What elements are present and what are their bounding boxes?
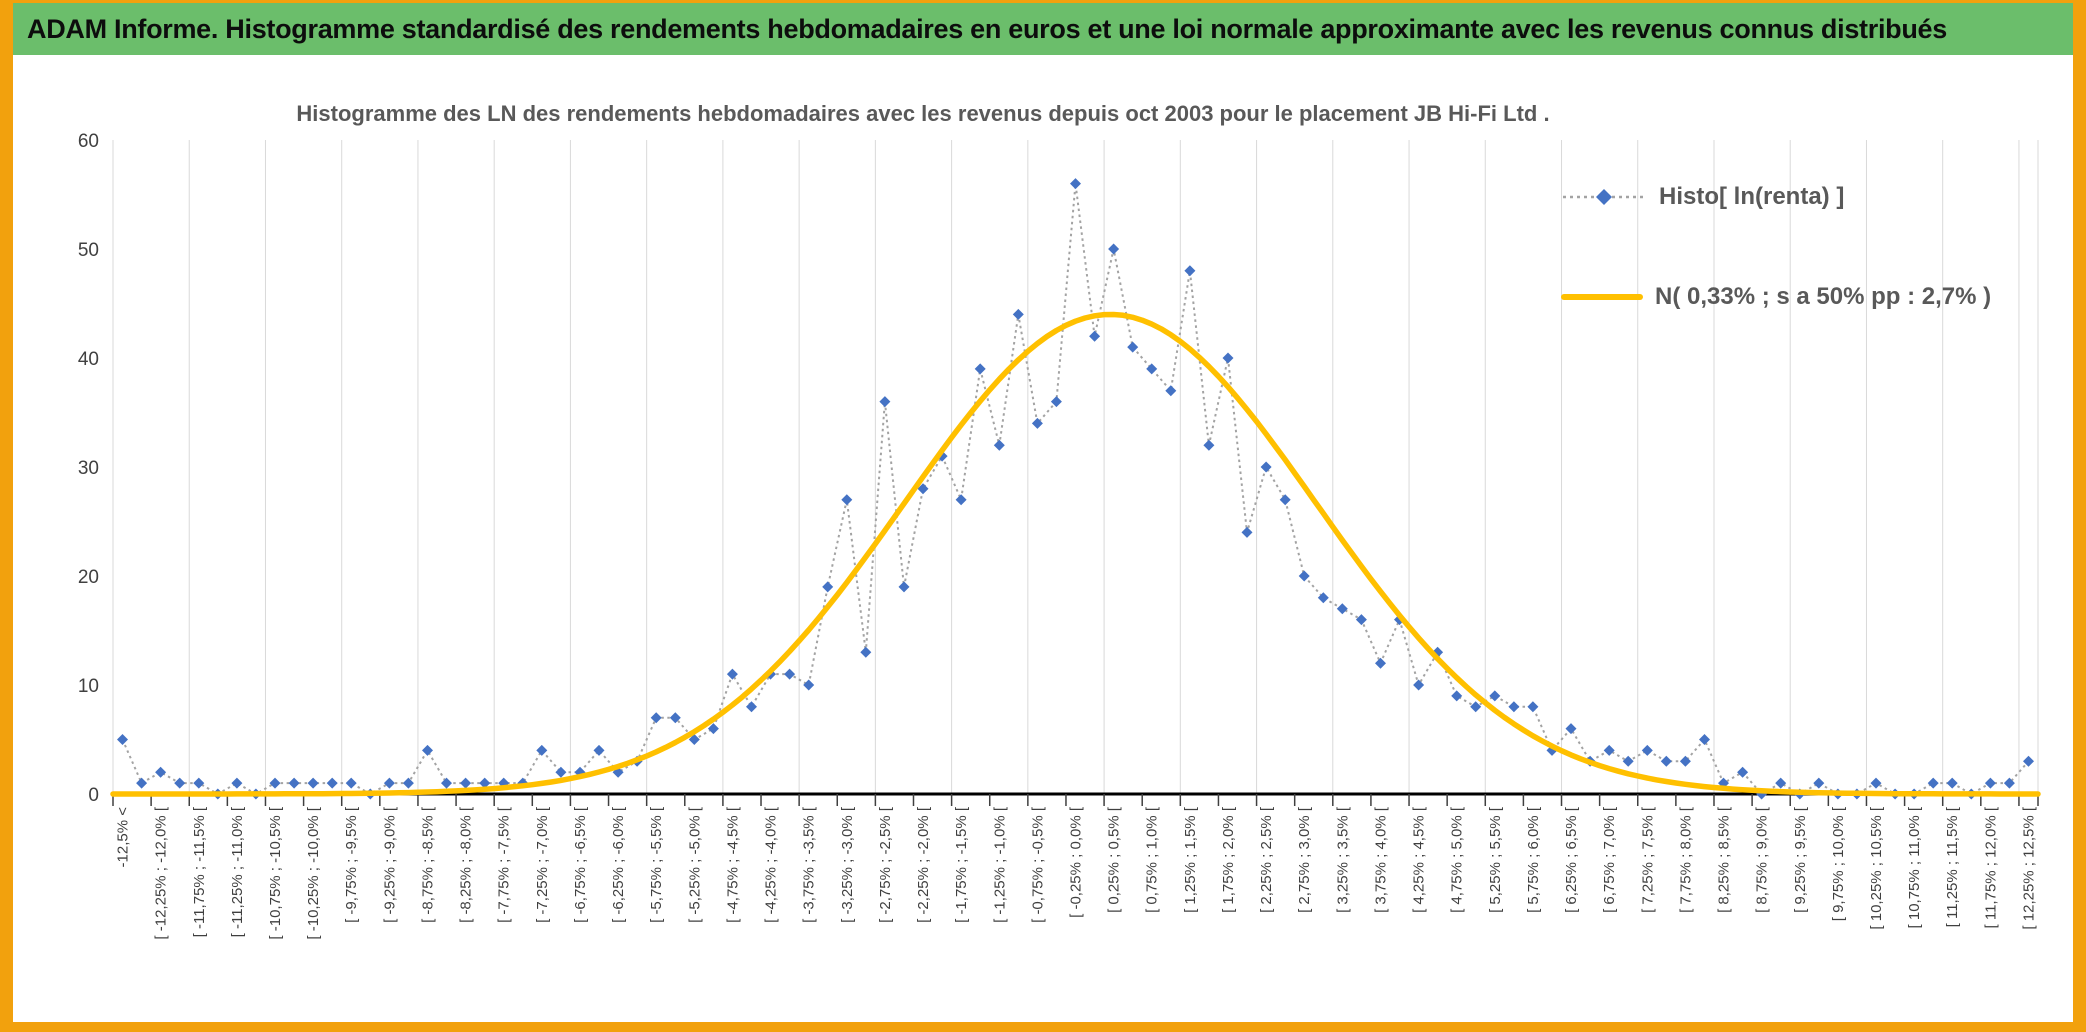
x-axis-label: [ -2,25% ; -2,0% [ [915,806,932,923]
normal-curve [110,311,2041,797]
x-axis-label: [ -10,25% ; -10,0% [ [305,806,322,939]
x-axis-label: [ 7,75% ; 8,0% [ [1677,806,1694,913]
x-axis-label: [ 10,75% ; 11,0% [ [1906,806,1923,928]
x-axis-label: [ 4,75% ; 5,0% [ [1449,806,1466,913]
x-axis-label: [ 11,25% ; 11,5% [ [1944,806,1961,927]
x-axis-label: [ 2,25% ; 2,5% [ [1258,806,1275,913]
x-axis-label: [ -8,75% ; -8,5% [ [419,806,436,923]
chart-legend: Histo[ ln(renta) ] N( 0,33% ; s a 50% pp… [1561,183,1991,311]
histogram-legend-marker-icon [1563,189,1645,205]
x-axis-label: [ 9,75% ; 10,0% [ [1830,806,1847,921]
x-axis-label: [ -8,25% ; -8,0% [ [458,806,475,923]
x-axis-label: [ 0,25% ; 0,5% [ [1106,806,1123,913]
x-axis-label: [ 11,75% ; 12,0% [ [1982,806,1999,928]
x-axis-label: [ -1,25% ; -1,0% [ [991,806,1008,923]
gridlines [112,140,2039,794]
x-axis-label: [ -1,75% ; -1,5% [ [953,806,970,923]
x-axis-label: [ -0,25% ; 0,0% [ [1068,806,1085,918]
x-axis-label: [ -7,75% ; -7,5% [ [496,806,513,923]
x-axis-label: [ 6,25% ; 6,5% [ [1563,806,1580,913]
y-axis-labels: 0 10 20 30 40 50 60 [78,131,99,806]
y-axis-label: 0 [88,785,99,806]
x-axis-label: [ 1,25% ; 1,5% [ [1182,806,1199,913]
x-axis-label: [ -12,25% ; -12,0% [ [153,806,170,939]
x-axis-label: [ -10,75% ; -10,5% [ [267,806,284,939]
x-axis-label: [ -3,25% ; -3,0% [ [839,806,856,923]
x-axis-label: [ -6,25% ; -6,0% [ [610,806,627,923]
legend-label-normal: N( 0,33% ; s a 50% pp : 2,7% ) [1655,283,1992,310]
x-axis-label: [ -5,25% ; -5,0% [ [686,806,703,923]
histogram-plot: 0 10 20 30 40 50 60 -12,5% < [ -12,25% ; -12,0% … [78,131,2041,940]
header-title: ADAM Informe. Histogramme standardisé de… [27,13,1947,44]
x-axis-label: [ -2,75% ; -2,5% [ [877,806,894,923]
x-axis-label: [ 2,75% ; 3,0% [ [1296,806,1313,913]
legend-item-histogram: Histo[ ln(renta) ] [1561,183,1991,211]
normal-curve-legend-marker-icon [1561,294,1643,300]
x-axis-label: [ -9,25% ; -9,0% [ [381,806,398,923]
y-axis-label: 30 [78,458,99,479]
x-axis-label: [ -11,75% ; -11,5% [ [191,806,208,937]
x-axis-label: [ -4,25% ; -4,0% [ [763,806,780,923]
chart-card: 0 10 20 30 40 50 60 -12,5% < [ -12,25% ; -12,0% … [13,55,2073,1022]
x-axis-label: [ -7,25% ; -7,0% [ [534,806,551,923]
x-axis-label: [ -5,75% ; -5,5% [ [648,806,665,923]
x-axis-label: [ 5,75% ; 6,0% [ [1525,806,1542,913]
histogram-dotted-line [121,183,2030,796]
x-axis-label: [ 8,75% ; 9,0% [ [1754,806,1771,913]
x-axis-ticks [112,794,2039,806]
x-axis-labels: -12,5% < [ -12,25% ; -12,0% [ [ -11,75% ; … [115,806,2038,939]
x-axis-label: [ -3,75% ; -3,5% [ [801,806,818,923]
x-axis-label: -12,5% < [115,807,132,868]
x-axis-label: [ 0,75% ; 1,0% [ [1144,806,1161,913]
x-axis-label: [ 3,75% ; 4,0% [ [1372,806,1389,913]
y-axis-label: 60 [78,131,99,152]
legend-label-histogram: Histo[ ln(renta) ] [1659,183,1845,210]
x-axis-label: [ 10,25% ; 10,5% [ [1868,806,1885,929]
x-axis-label: [ 6,75% ; 7,0% [ [1601,806,1618,913]
x-axis-label: [ -11,25% ; -11,0% [ [229,806,246,937]
x-axis-label: [ 8,25% ; 8,5% [ [1716,806,1733,913]
x-axis-label: [ 3,25% ; 3,5% [ [1334,806,1351,913]
x-axis-label: [ -6,75% ; -6,5% [ [572,806,589,923]
x-axis-label: [ -0,75% ; -0,5% [ [1029,806,1046,923]
y-axis-label: 10 [78,676,99,697]
y-axis-label: 50 [78,240,99,261]
x-axis-label: [ 12,25% ; 12,5% [ [2020,806,2037,929]
y-axis-label: 20 [78,567,99,588]
x-axis-label: [ 7,25% ; 7,5% [ [1639,806,1656,913]
x-axis-label: [ 9,25% ; 9,5% [ [1792,806,1809,913]
legend-item-normal: N( 0,33% ; s a 50% pp : 2,7% ) [1561,283,1991,311]
chart-title: Histogramme des LN des rendements hebdom… [296,101,1550,126]
x-axis-label: [ -4,75% ; -4,5% [ [724,806,741,923]
x-axis-label: [ 1,75% ; 2,0% [ [1220,806,1237,913]
header-banner: ADAM Informe. Histogramme standardisé de… [13,3,2073,55]
x-axis-label: [ 5,25% ; 5,5% [ [1487,806,1504,913]
x-axis-label: [ 4,25% ; 4,5% [ [1411,806,1428,913]
y-axis-label: 40 [78,349,99,370]
x-axis-label: [ -9,75% ; -9,5% [ [343,806,360,923]
